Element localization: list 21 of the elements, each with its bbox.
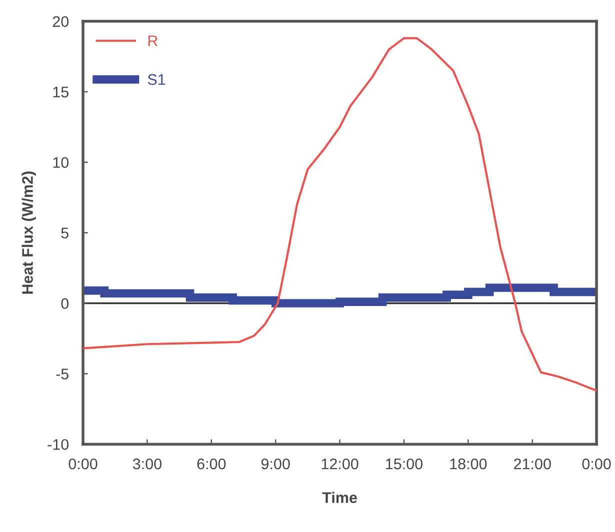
- line-series: [83, 37, 597, 392]
- x-tick-label: 0:00: [68, 458, 98, 470]
- x-tick-label: 3:00: [132, 458, 162, 470]
- y-tick-label: 20: [52, 16, 69, 27]
- x-tick-label: 6:00: [197, 458, 226, 470]
- y-tick-label: 10: [53, 157, 69, 168]
- y-tick-label: -10: [48, 439, 69, 450]
- x-axis-title: Time: [322, 492, 357, 504]
- x-tick-label: 9:00: [261, 458, 290, 470]
- x-tick-label: 0:00: [582, 458, 611, 470]
- y-tick-label: 0: [61, 298, 69, 309]
- y-tick-label: -5: [56, 368, 68, 380]
- legend-label: S1: [148, 74, 166, 85]
- x-tick-label: 21:00: [514, 458, 551, 470]
- y-axis-title: Heat Flux (W/m2): [22, 172, 36, 294]
- y-tick-label: 15: [53, 86, 68, 98]
- x-tick-label: 15:00: [386, 458, 422, 470]
- legend-label: R: [148, 36, 158, 46]
- x-tick-label: 18:00: [450, 458, 487, 470]
- y-tick-label: 5: [61, 228, 68, 238]
- x-tick-label: 12:00: [322, 458, 358, 470]
